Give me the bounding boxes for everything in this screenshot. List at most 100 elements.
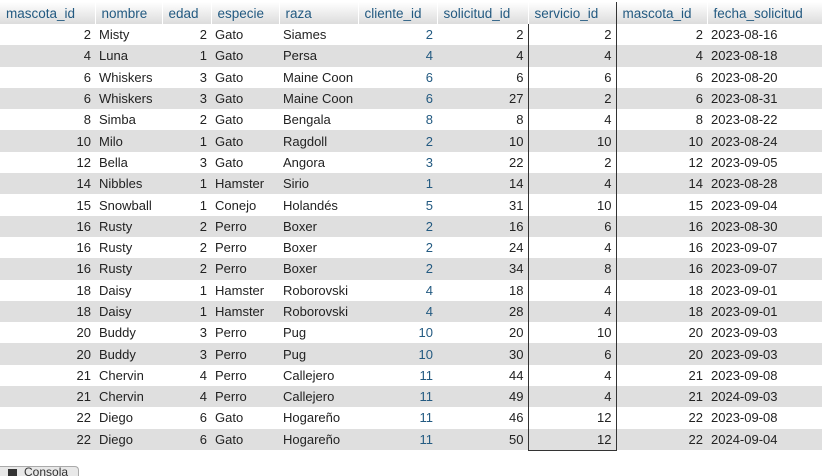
cell-fecha-solicitud: 2023-08-20 <box>707 66 822 88</box>
cell-cliente-id[interactable]: 5 <box>358 194 437 216</box>
cell-servicio-id: 4 <box>527 173 617 195</box>
cell-cliente-id[interactable]: 10 <box>358 322 437 344</box>
cell-cliente-id[interactable]: 8 <box>358 109 437 131</box>
table-row[interactable]: 6 Whiskers 3 Gato Maine Coon 6 6 6 6 2023-08-20 <box>0 66 822 88</box>
cell-especie: Perro <box>211 236 279 259</box>
console-label: Consola <box>24 466 69 476</box>
cell-mascota-id: 22 <box>0 407 95 429</box>
console-bar[interactable]: Consola <box>0 466 79 476</box>
cell-cliente-id[interactable]: 6 <box>358 66 437 88</box>
cell-cliente-id[interactable]: 3 <box>358 151 437 174</box>
cell-solicitud-id: 24 <box>437 236 528 259</box>
column-header-fecha-solicitud[interactable]: fecha_solicitud <box>707 2 823 24</box>
cell-cliente-id[interactable]: 2 <box>358 24 437 46</box>
cell-edad: 4 <box>162 386 211 408</box>
table-row[interactable]: 16 Rusty 2 Perro Boxer 2 16 6 16 2023-08-30 <box>0 215 822 237</box>
table-row[interactable]: 18 Daisy 1 Hamster Roborovski 4 18 4 18 2023-09-0… <box>0 279 822 301</box>
cell-mascota-id: 21 <box>0 386 95 408</box>
cell-cliente-id[interactable]: 2 <box>358 130 437 152</box>
cell-servicio-id: 4 <box>527 300 617 323</box>
cell-cliente-id[interactable]: 1 <box>358 173 437 195</box>
cell-edad: 2 <box>162 215 211 237</box>
table-row[interactable]: 21 Chervin 4 Perro Callejero 11 49 4 21 2024-09-0… <box>0 386 822 408</box>
cell-fecha-solicitud: 2023-09-07 <box>707 258 822 280</box>
column-header-mascota-id[interactable]: mascota_id <box>0 2 96 24</box>
cell-cliente-id[interactable]: 4 <box>358 300 437 323</box>
table-row[interactable]: 21 Chervin 4 Perro Callejero 11 44 4 21 2023-09-0… <box>0 364 822 387</box>
cell-edad: 3 <box>162 151 211 174</box>
column-header-mascota-id-2[interactable]: mascota_id <box>616 2 708 24</box>
column-header-cliente-id[interactable]: cliente_id <box>358 2 438 24</box>
table-row[interactable]: 20 Buddy 3 Perro Pug 10 30 6 20 2023-09-03 <box>0 343 822 365</box>
cell-cliente-id[interactable]: 11 <box>358 386 437 408</box>
cell-nombre: Whiskers <box>95 87 162 110</box>
table-row[interactable]: 15 Snowball 1 Conejo Holandés 5 31 10 15 2023-09-… <box>0 194 822 216</box>
cell-mascota-id-2: 6 <box>616 66 707 88</box>
cell-edad: 1 <box>162 173 211 195</box>
cell-edad: 1 <box>162 45 211 67</box>
cell-servicio-id: 4 <box>527 236 617 259</box>
cell-nombre: Buddy <box>95 343 162 365</box>
table-row[interactable]: 12 Bella 3 Gato Angora 3 22 2 12 2023-09-05 <box>0 151 822 174</box>
cell-solicitud-id: 30 <box>437 343 528 365</box>
cell-cliente-id[interactable]: 4 <box>358 279 437 301</box>
table-row[interactable]: 16 Rusty 2 Perro Boxer 2 24 4 16 2023-09-07 <box>0 236 822 259</box>
cell-mascota-id-2: 20 <box>616 343 707 365</box>
cell-especie: Perro <box>211 343 279 365</box>
table-row[interactable]: 8 Simba 2 Gato Bengala 8 8 4 8 2023-08-22 <box>0 109 822 131</box>
table-row[interactable]: 14 Nibbles 1 Hamster Sirio 1 14 4 14 2023-08-28 <box>0 173 822 195</box>
cell-nombre: Luna <box>95 45 162 67</box>
table-row[interactable]: 6 Whiskers 3 Gato Maine Coon 6 27 2 6 2023-08-31 <box>0 87 822 110</box>
cell-raza: Siames <box>279 24 358 46</box>
column-header-servicio-id[interactable]: servicio_id <box>527 2 617 24</box>
table-row[interactable]: 16 Rusty 2 Perro Boxer 2 34 8 16 2023-09-07 <box>0 258 822 280</box>
column-header-edad[interactable]: edad <box>162 2 212 24</box>
table-row[interactable]: 4 Luna 1 Gato Persa 4 4 4 4 2023-08-18 <box>0 45 822 67</box>
cell-mascota-id-2: 12 <box>616 151 707 174</box>
cell-cliente-id[interactable]: 2 <box>358 236 437 259</box>
cell-mascota-id: 6 <box>0 66 95 88</box>
cell-especie: Hamster <box>211 300 279 323</box>
cell-solicitud-id: 18 <box>437 279 528 301</box>
cell-cliente-id[interactable]: 2 <box>358 258 437 280</box>
cell-raza: Boxer <box>279 236 358 259</box>
cell-nombre: Daisy <box>95 300 162 323</box>
cell-fecha-solicitud: 2023-09-01 <box>707 300 822 323</box>
cell-servicio-id: 4 <box>527 45 617 67</box>
table-row[interactable]: 18 Daisy 1 Hamster Roborovski 4 28 4 18 2023-09-0… <box>0 300 822 323</box>
cell-mascota-id-2: 18 <box>616 279 707 301</box>
console-icon <box>8 469 17 476</box>
cell-solicitud-id: 20 <box>437 322 528 344</box>
cell-cliente-id[interactable]: 11 <box>358 364 437 387</box>
cell-mascota-id-2: 14 <box>616 173 707 195</box>
column-header-nombre[interactable]: nombre <box>95 2 163 24</box>
cell-cliente-id[interactable]: 10 <box>358 343 437 365</box>
cell-edad: 2 <box>162 236 211 259</box>
cell-raza: Maine Coon <box>279 87 358 110</box>
cell-mascota-id-2: 22 <box>616 428 707 451</box>
cell-mascota-id-2: 22 <box>616 407 707 429</box>
cell-fecha-solicitud: 2024-09-04 <box>707 428 822 451</box>
cell-nombre: Daisy <box>95 279 162 301</box>
cell-mascota-id: 22 <box>0 428 95 451</box>
cell-cliente-id[interactable]: 6 <box>358 87 437 110</box>
column-header-solicitud-id[interactable]: solicitud_id <box>437 2 529 24</box>
cell-solicitud-id: 4 <box>437 45 528 67</box>
cell-raza: Angora <box>279 151 358 174</box>
cell-mascota-id: 4 <box>0 45 95 67</box>
table-row[interactable]: 22 Diego 6 Gato Hogareño 11 50 12 22 2024-09-04 <box>0 428 822 451</box>
cell-servicio-id: 8 <box>527 258 617 280</box>
table-row[interactable]: 22 Diego 6 Gato Hogareño 11 46 12 22 2023-09-08 <box>0 407 822 429</box>
column-header-especie[interactable]: especie <box>211 2 280 24</box>
cell-cliente-id[interactable]: 11 <box>358 407 437 429</box>
cell-cliente-id[interactable]: 4 <box>358 45 437 67</box>
cell-cliente-id[interactable]: 2 <box>358 215 437 237</box>
cell-cliente-id[interactable]: 11 <box>358 428 437 451</box>
cell-nombre: Chervin <box>95 386 162 408</box>
cell-edad: 1 <box>162 279 211 301</box>
table-row[interactable]: 20 Buddy 3 Perro Pug 10 20 10 20 2023-09-03 <box>0 322 822 344</box>
column-header-raza[interactable]: raza <box>279 2 359 24</box>
table-row[interactable]: 2 Misty 2 Gato Siames 2 2 2 2 2023-08-16 <box>0 24 822 46</box>
table-row[interactable]: 10 Milo 1 Gato Ragdoll 2 10 10 10 2023-08-24 <box>0 130 822 152</box>
cell-raza: Roborovski <box>279 279 358 301</box>
